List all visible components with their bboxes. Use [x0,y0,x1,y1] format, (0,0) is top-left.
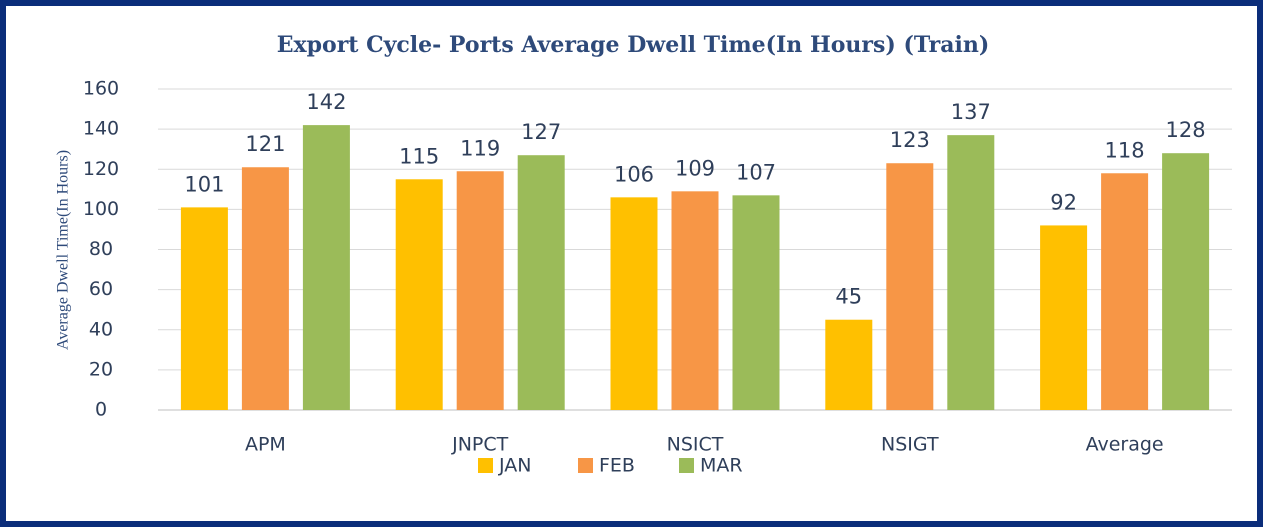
y-tick-label: 100 [83,198,119,220]
y-tick-label: 60 [89,278,113,300]
data-label: 127 [521,120,561,144]
data-label: 118 [1105,138,1145,162]
legend-label: MAR [700,455,743,477]
bar [732,195,780,410]
data-label: 142 [306,90,346,114]
legend-label: JAN [498,455,531,477]
bar [1040,225,1088,410]
bar [1162,153,1210,410]
bar [180,207,228,410]
data-label: 107 [736,160,776,184]
bar [241,167,289,410]
y-tick-label: 40 [89,318,113,340]
bar [886,163,934,410]
bar [947,135,995,411]
bar [395,179,443,410]
bar [610,197,658,410]
x-tick-label: JNPCT [451,434,509,456]
legend-swatch [478,458,493,473]
data-label: 115 [399,144,439,168]
legend-label: FEB [599,455,635,477]
chart-title: Export Cycle- Ports Average Dwell Time(I… [277,32,990,58]
y-tick-label: 0 [95,399,107,421]
bar [302,125,350,411]
bar [825,319,873,410]
y-axis-label: Average Dwell Time(In Hours) [55,150,72,350]
bar [517,155,565,410]
x-tick-label: NSICT [667,434,724,456]
y-tick-label: 140 [83,118,119,140]
data-label: 121 [245,132,285,156]
x-tick-label: Average [1086,434,1164,456]
data-label: 101 [184,172,224,196]
y-tick-label: 80 [89,238,113,260]
data-label: 45 [835,285,862,309]
x-tick-label: APM [245,434,286,456]
data-label: 137 [951,100,991,124]
data-label: 109 [675,156,715,180]
data-label: 92 [1050,190,1077,214]
bar [671,191,719,410]
y-tick-label: 120 [83,158,119,180]
y-tick-label: 160 [83,78,119,100]
bar [1101,173,1149,410]
data-label: 123 [890,128,930,152]
data-label: 106 [614,162,654,186]
y-tick-label: 20 [89,358,113,380]
x-tick-label: NSIGT [881,434,939,456]
legend-swatch [578,458,593,473]
data-label: 128 [1166,118,1206,142]
legend-swatch [679,458,694,473]
bar [456,171,504,410]
data-label: 119 [460,136,500,160]
